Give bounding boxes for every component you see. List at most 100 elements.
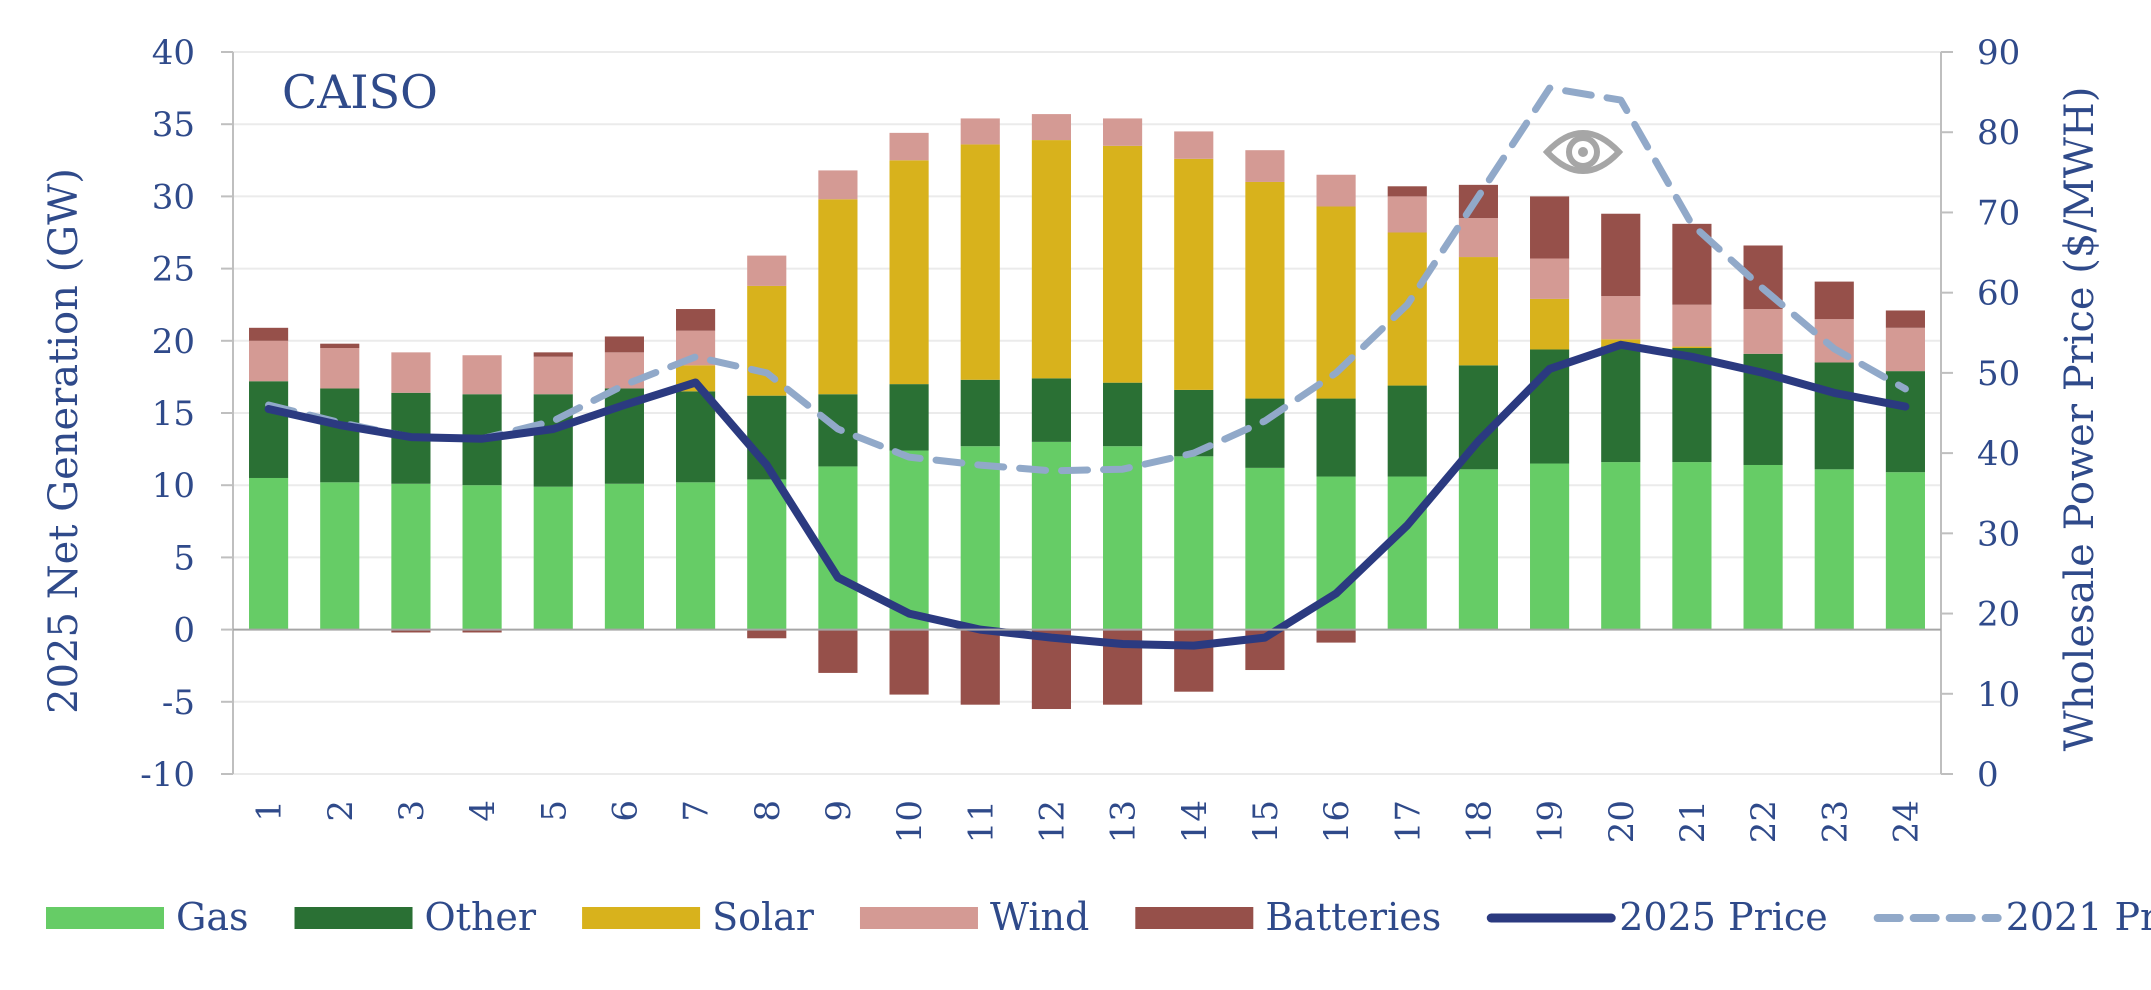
x-tick-label: 23 [1815, 800, 1855, 843]
x-tick-label: 15 [1246, 800, 1286, 843]
y-tick-label: -10 [140, 755, 195, 795]
bar-wind [320, 348, 360, 389]
legend-label-other: Other [425, 895, 537, 939]
x-tick-label: 7 [677, 800, 717, 822]
eye-icon [1542, 130, 1624, 174]
bar-gas [1885, 472, 1925, 630]
bar-wind [960, 118, 1000, 145]
bar-solar [1672, 346, 1712, 349]
bar-gas [889, 450, 929, 630]
bar-solar [818, 199, 858, 395]
x-tick-label: 24 [1886, 800, 1926, 843]
y-tick-label: 30 [152, 177, 195, 217]
bar-wind [1530, 258, 1570, 299]
bar-solar [1031, 140, 1071, 379]
line-2021-price [265, 84, 1909, 475]
x-tick-label: 16 [1317, 800, 1357, 843]
gridlines [233, 51, 1941, 775]
bar-other [889, 384, 929, 451]
bar-gas [1174, 456, 1214, 630]
bar-batteries-negative [1031, 629, 1071, 710]
y2-tick-label: 60 [1977, 274, 2020, 314]
y-tick-label: 35 [152, 105, 195, 145]
bar-wind [462, 355, 502, 395]
bar-batteries-negative [462, 629, 502, 633]
bar-solar [1174, 158, 1214, 390]
x-tick-label: 13 [1104, 800, 1144, 843]
bar-batteries-negative [889, 629, 929, 695]
y-tick-label: 10 [152, 466, 195, 506]
bar-wind [533, 356, 573, 395]
bar-wind [747, 255, 787, 286]
bar-wind [1387, 196, 1427, 233]
bar-wind [1743, 309, 1783, 354]
x-tick-label: 1 [250, 800, 290, 822]
bar-gas [604, 483, 644, 630]
x-tick-label: 5 [534, 800, 574, 822]
bar-gas [1245, 467, 1285, 630]
bar-other [1387, 385, 1427, 477]
x-tick-label: 19 [1531, 800, 1571, 843]
bar-other [1601, 346, 1641, 463]
bar-gas [676, 482, 716, 630]
bar-other [1103, 382, 1143, 447]
legend-label-2021-price: 2021 Price [2006, 895, 2151, 939]
y2-tick-label: 50 [1977, 354, 2020, 394]
bar-gas [960, 446, 1000, 630]
x-tick-label: 14 [1175, 800, 1215, 843]
bar-solar [960, 144, 1000, 380]
bar-batteries-negative [818, 629, 858, 673]
bar-gas [1743, 464, 1783, 630]
y2-tick-label: 40 [1977, 434, 2020, 474]
x-tick-label: 2 [321, 800, 361, 822]
y2-tick-label: 70 [1977, 193, 2020, 233]
bar-wind [1174, 131, 1214, 159]
x-tick-label: 12 [1032, 800, 1072, 843]
bar-other [676, 391, 716, 483]
bar-wind [1245, 150, 1285, 182]
bar-other [1814, 362, 1854, 470]
y2-tick-label: 0 [1977, 755, 1999, 795]
bar-other [320, 388, 360, 483]
x-tick-label: 17 [1388, 800, 1428, 843]
chart-title: CAISO [282, 65, 438, 119]
bar-batteries-negative [960, 629, 1000, 705]
tick-labels: -10-505101520253035400102030405060708090… [140, 33, 2020, 843]
y-tick-label: 20 [152, 322, 195, 362]
x-tick-label: 4 [463, 800, 503, 822]
bar-solar [1245, 181, 1285, 399]
left-axis-title: 2025 Net Generation (GW) [41, 168, 87, 714]
legend-label-gas: Gas [176, 895, 249, 939]
bar-wind [1458, 218, 1498, 258]
legend-label-wind: Wind [990, 895, 1089, 939]
y2-tick-label: 20 [1977, 595, 2020, 635]
x-tick-label: 10 [890, 800, 930, 843]
bar-wind [249, 340, 289, 382]
bar-batteries [533, 352, 573, 357]
bar-batteries-negative [1174, 629, 1214, 692]
bar-gas [747, 479, 787, 630]
bar-wind [889, 132, 929, 161]
bar-gas [1601, 462, 1641, 630]
x-tick-label: 22 [1744, 800, 1784, 843]
bar-batteries [604, 336, 644, 353]
bar-other [960, 379, 1000, 447]
bar-gas [533, 486, 573, 630]
bar-solar [747, 285, 787, 396]
price-lines [264, 84, 1910, 650]
bar-batteries [1530, 196, 1570, 259]
bar-wind [391, 352, 431, 393]
legend-swatch-gas [46, 907, 164, 929]
bar-gas [249, 477, 289, 630]
bar-gas [1387, 476, 1427, 630]
bar-batteries [676, 309, 716, 331]
bar-gas [818, 466, 858, 630]
bar-wind [1103, 118, 1143, 146]
bar-solar [1103, 145, 1143, 383]
bar-batteries-negative [391, 629, 431, 633]
y2-tick-label: 80 [1977, 113, 2020, 153]
legend-swatch-wind [859, 907, 978, 929]
bar-batteries [1601, 213, 1641, 297]
bar-batteries [249, 327, 289, 341]
